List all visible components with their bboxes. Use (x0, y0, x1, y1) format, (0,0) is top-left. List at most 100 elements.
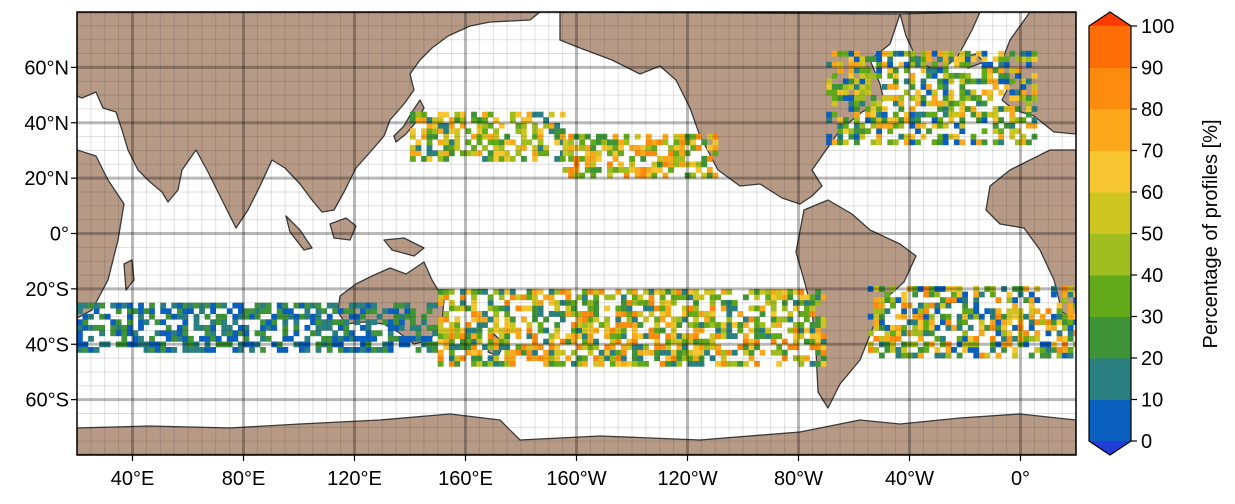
data-cell (842, 84, 849, 90)
data-cell (720, 322, 727, 328)
data-cell (640, 172, 647, 179)
data-cell (537, 355, 544, 362)
data-cell (576, 344, 583, 351)
data-cell (504, 355, 511, 362)
land-masses (77, 12, 1076, 455)
data-cell (948, 111, 955, 118)
data-cell (620, 305, 627, 312)
data-cell (743, 349, 749, 356)
data-cell (637, 344, 644, 351)
data-cell (532, 150, 538, 157)
data-cell (526, 294, 533, 301)
data-cell (382, 319, 389, 326)
data-cell (712, 150, 719, 157)
data-cell (892, 111, 899, 118)
data-cell (945, 352, 952, 359)
colorbar-segment (1089, 275, 1131, 317)
data-cell (143, 347, 150, 353)
data-cell (731, 360, 738, 367)
data-cell (709, 316, 716, 323)
data-cell (937, 67, 944, 74)
data-cell (917, 347, 924, 353)
data-cell (77, 308, 83, 315)
data-cell (1015, 72, 1021, 79)
data-cell (673, 150, 680, 157)
data-cell (928, 291, 935, 298)
data-cell (587, 316, 594, 323)
data-cell (920, 122, 927, 129)
data-cell (687, 355, 694, 362)
data-cell (165, 308, 172, 315)
data-cell (953, 61, 960, 68)
data-cell (934, 335, 941, 342)
data-cell (110, 330, 117, 337)
data-cell (654, 344, 660, 351)
data-cell (748, 355, 755, 362)
data-cell (521, 128, 527, 135)
data-cell (665, 322, 672, 328)
data-cell (990, 286, 996, 292)
data-cell (532, 156, 538, 162)
data-cell (1034, 308, 1041, 315)
data-cell (598, 355, 605, 362)
data-cell (637, 311, 644, 317)
data-cell (854, 111, 860, 118)
data-cell (937, 117, 944, 123)
data-cell (487, 133, 494, 140)
data-cell (809, 333, 816, 339)
data-cell (182, 335, 189, 342)
data-cell (859, 122, 866, 129)
data-cell (612, 133, 619, 140)
data-cell (471, 344, 477, 351)
data-cell (554, 299, 561, 306)
data-cell (199, 324, 205, 331)
data-cell (443, 327, 450, 334)
data-cell (404, 335, 411, 342)
data-cell (548, 355, 555, 362)
data-cell (1012, 352, 1018, 359)
data-cell (465, 305, 472, 312)
data-cell (582, 299, 588, 306)
colorbar-segment (1089, 150, 1131, 193)
data-cell (604, 316, 611, 323)
data-cell (487, 327, 494, 334)
data-cell (693, 299, 699, 306)
data-cell (493, 133, 500, 140)
data-cell (942, 72, 949, 79)
data-cell (607, 161, 613, 168)
data-cell (160, 330, 167, 337)
data-cell (867, 330, 874, 337)
data-cell (448, 360, 455, 367)
data-cell (77, 324, 83, 331)
data-cell (901, 308, 907, 315)
data-cell (634, 150, 641, 157)
data-cell (754, 305, 760, 312)
data-cell (859, 78, 866, 85)
data-cell (526, 305, 533, 312)
data-cell (532, 133, 538, 140)
data-cell (937, 106, 944, 112)
data-cell (912, 324, 919, 331)
data-cell (937, 56, 944, 63)
data-cell (1023, 297, 1030, 303)
data-cell (876, 50, 882, 57)
data-cell (515, 327, 522, 334)
data-cell (1073, 330, 1076, 337)
data-cell (498, 150, 505, 157)
data-cell (515, 349, 522, 356)
data-cell (532, 288, 538, 295)
data-cell (662, 161, 669, 168)
data-cell (884, 324, 891, 331)
data-cell (668, 150, 674, 157)
data-cell (593, 305, 599, 312)
data-cell (626, 338, 633, 345)
data-cell (754, 294, 760, 301)
data-cell (465, 128, 472, 135)
data-cell (543, 355, 549, 362)
data-cell (304, 347, 311, 353)
data-cell (293, 330, 300, 337)
data-cell (973, 347, 980, 353)
data-cell (937, 122, 944, 129)
data-cell (1003, 84, 1010, 90)
